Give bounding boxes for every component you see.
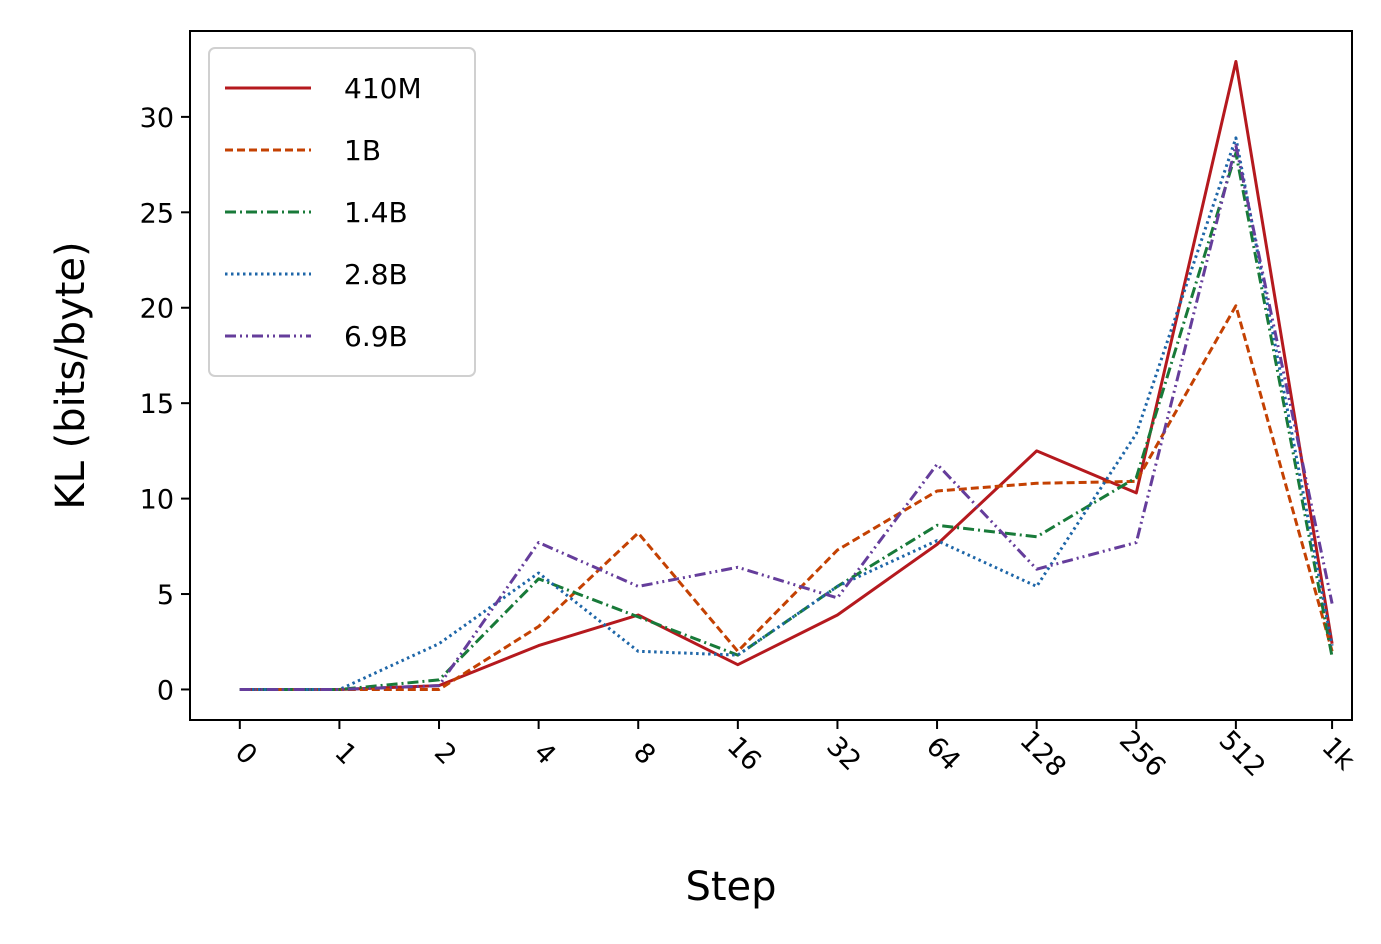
y-tick-label: 5	[157, 580, 174, 611]
x-axis-title: Step	[685, 864, 776, 910]
x-tick-label: 4	[528, 737, 562, 771]
series-line-5	[239, 144, 1334, 691]
series-layer	[239, 60, 1334, 691]
legend-box	[208, 47, 476, 377]
y-tick-label: 25	[140, 198, 174, 229]
y-axis: 0 5 10 15 20 25 30	[140, 103, 190, 706]
x-tick-label: 64	[920, 731, 966, 777]
x-tick-label: 1	[328, 737, 362, 771]
series-line-2	[239, 304, 1334, 691]
series-line-4	[239, 136, 1334, 691]
x-tick-label: 0	[229, 737, 263, 771]
y-tick-label: 15	[140, 389, 174, 420]
y-axis-title: KL (bits/byte)	[48, 241, 94, 509]
legend-label-5: 6.9B	[344, 320, 408, 353]
y-tick-label: 30	[140, 103, 174, 134]
legend-label-2: 1B	[344, 134, 381, 167]
y-tick-label: 10	[140, 485, 174, 516]
x-tick-label: 32	[820, 731, 866, 777]
y-tick-label: 20	[140, 294, 174, 325]
legend-label-4: 2.8B	[344, 258, 408, 291]
x-tick-label: 512	[1213, 725, 1271, 783]
x-tick-label: 1k	[1316, 731, 1361, 776]
x-tick-label: 256	[1113, 725, 1171, 783]
plot-frame	[189, 30, 1353, 721]
legend: 410M 1B 1.4B 2.8B 6.9B	[208, 47, 476, 377]
legend-label-3: 1.4B	[344, 196, 408, 229]
x-tick-label: 2	[428, 737, 462, 771]
x-axis: 0 1 2 4 8 16 32 64 128 256 512 1k	[229, 720, 1361, 783]
x-tick-label: 16	[721, 731, 767, 777]
x-tick-label: 8	[627, 737, 661, 771]
series-line-1	[239, 60, 1334, 691]
y-tick-label: 0	[157, 675, 174, 706]
x-tick-label: 128	[1013, 725, 1071, 783]
legend-label-1: 410M	[344, 72, 422, 105]
